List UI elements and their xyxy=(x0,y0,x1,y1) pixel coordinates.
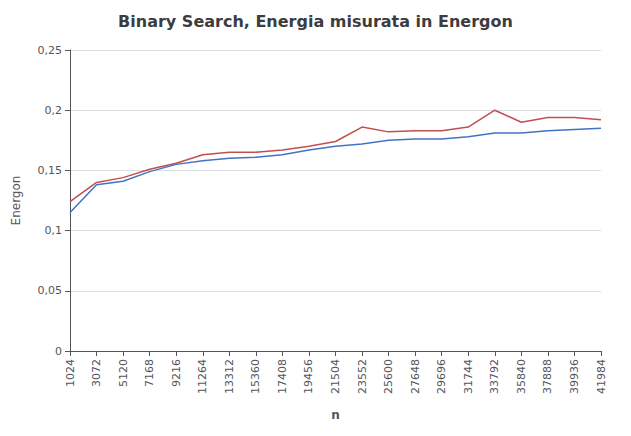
svg-text:23552: 23552 xyxy=(356,359,369,394)
svg-text:17408: 17408 xyxy=(276,359,289,394)
svg-text:Binary Search, Energia misurat: Binary Search, Energia misurata in Energ… xyxy=(118,12,513,31)
svg-text:25600: 25600 xyxy=(382,359,395,394)
svg-text:41984: 41984 xyxy=(595,359,608,394)
svg-text:39936: 39936 xyxy=(568,359,581,394)
svg-text:0: 0 xyxy=(55,345,62,358)
svg-text:9216: 9216 xyxy=(170,359,183,387)
svg-text:29696: 29696 xyxy=(435,359,448,394)
svg-text:7168: 7168 xyxy=(143,359,156,387)
svg-text:5120: 5120 xyxy=(117,359,130,387)
svg-text:15360: 15360 xyxy=(249,359,262,394)
svg-text:3072: 3072 xyxy=(90,359,103,387)
svg-text:11264: 11264 xyxy=(196,359,209,394)
svg-text:33792: 33792 xyxy=(488,359,501,394)
svg-text:13312: 13312 xyxy=(223,359,236,394)
svg-text:1024: 1024 xyxy=(64,359,77,387)
svg-text:19456: 19456 xyxy=(302,359,315,394)
svg-text:0,05: 0,05 xyxy=(38,284,63,297)
svg-text:0,1: 0,1 xyxy=(45,224,63,237)
svg-text:0,15: 0,15 xyxy=(38,164,63,177)
svg-text:0,25: 0,25 xyxy=(38,44,63,57)
svg-text:21504: 21504 xyxy=(329,359,342,394)
svg-text:27648: 27648 xyxy=(409,359,422,394)
svg-text:n: n xyxy=(331,408,340,422)
svg-text:31744: 31744 xyxy=(462,359,475,394)
svg-text:Energon: Energon xyxy=(9,176,23,226)
svg-text:37888: 37888 xyxy=(541,359,554,394)
svg-text:0,2: 0,2 xyxy=(45,104,63,117)
svg-text:35840: 35840 xyxy=(515,359,528,394)
